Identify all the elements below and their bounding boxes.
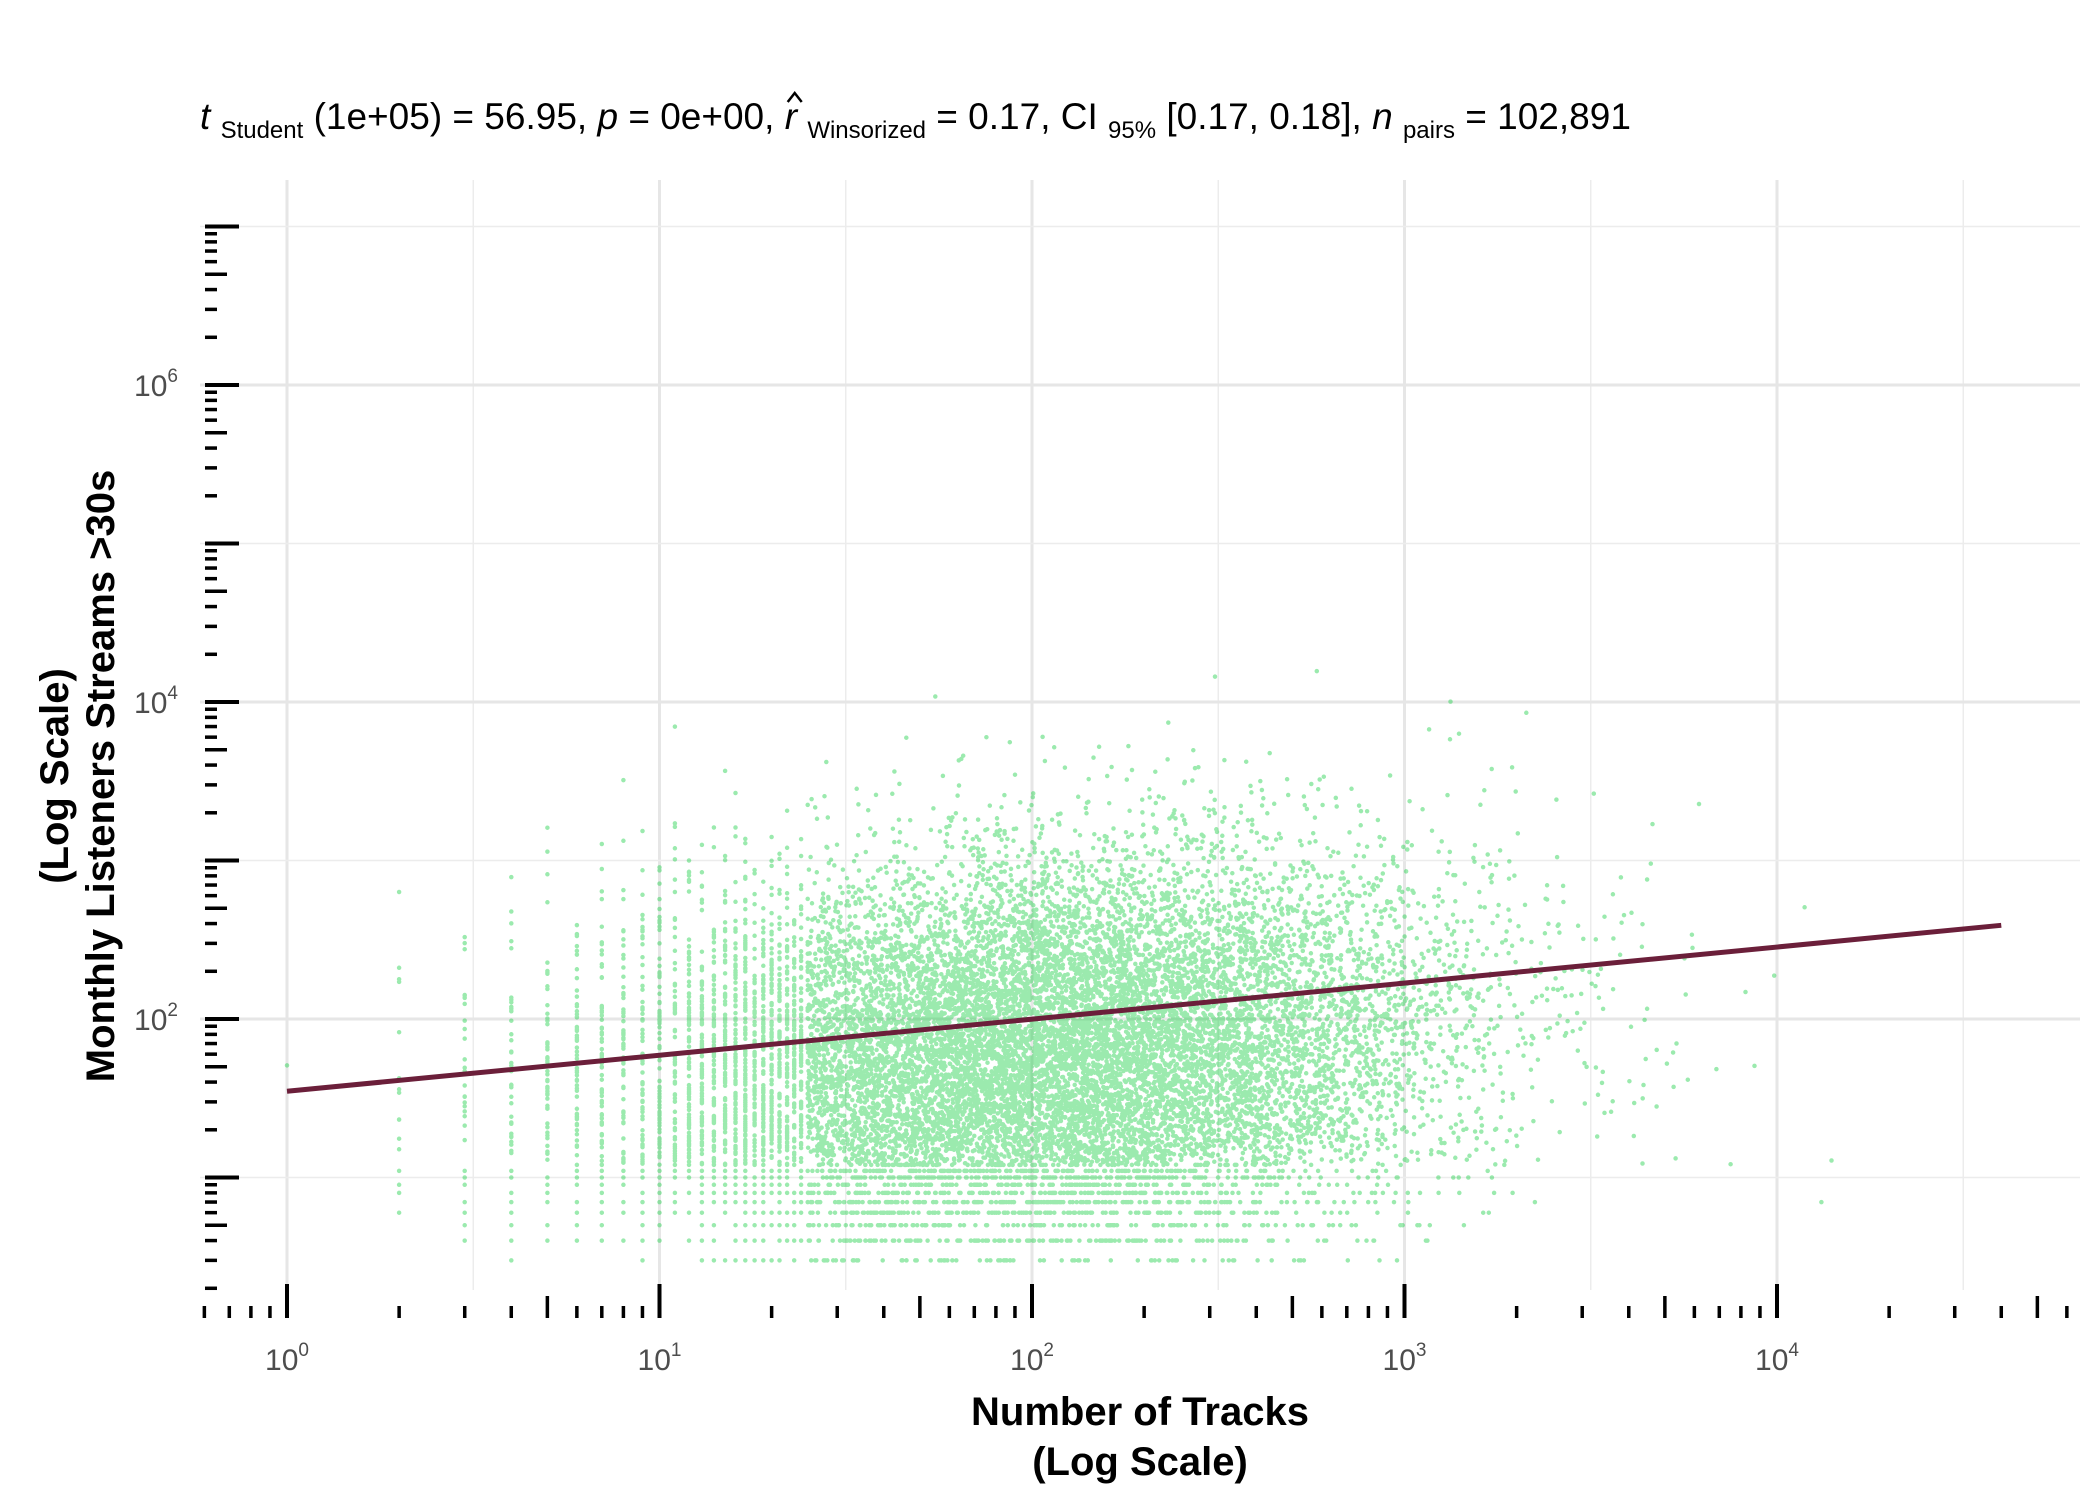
subtitle-t-sub: Student bbox=[221, 117, 304, 144]
y-tick-exponent: 6 bbox=[167, 366, 178, 387]
x-tick-base: 10 bbox=[1383, 1344, 1416, 1377]
subtitle-t-symbol: t bbox=[200, 96, 212, 137]
grid-lines bbox=[200, 180, 2080, 1290]
x-tick-label: 102 bbox=[1010, 1340, 1054, 1377]
x-tick-exponent: 1 bbox=[671, 1340, 682, 1361]
x-tick-label: 101 bbox=[638, 1340, 682, 1377]
y-tick-label: 102 bbox=[134, 1000, 178, 1037]
subtitle-r-text: = 0.17, CI bbox=[936, 96, 1097, 137]
x-tick-base: 10 bbox=[638, 1344, 671, 1377]
data-points bbox=[284, 668, 1834, 1263]
x-tick-base: 10 bbox=[265, 1344, 298, 1377]
x-tick-exponent: 0 bbox=[298, 1340, 309, 1361]
y-tick-base: 10 bbox=[134, 687, 167, 720]
chart-subtitle: t Student (1e+05) = 56.95, p = 0e+00, r … bbox=[200, 96, 1631, 146]
subtitle-r-hat bbox=[786, 90, 803, 103]
x-tick-exponent: 3 bbox=[1416, 1340, 1427, 1361]
subtitle-p-text: = 0e+00, bbox=[628, 96, 784, 137]
subtitle-t-text: (1e+05) = 56.95, bbox=[314, 96, 598, 137]
scatter-points bbox=[284, 668, 1834, 1263]
subtitle-r-sub: Winsorized bbox=[807, 117, 926, 144]
subtitle-r-symbol: r bbox=[785, 96, 799, 137]
y-tick-base: 10 bbox=[134, 370, 167, 403]
subtitle-n-sub: pairs bbox=[1403, 117, 1455, 144]
x-tick-label: 103 bbox=[1383, 1340, 1427, 1377]
x-tick-label: 100 bbox=[265, 1340, 309, 1377]
subtitle-n-symbol: n bbox=[1372, 96, 1393, 137]
x-axis-tick-labels: 100 101 102 103 104 bbox=[265, 1340, 1799, 1377]
x-tick-base: 10 bbox=[1755, 1344, 1788, 1377]
x-tick-exponent: 4 bbox=[1788, 1340, 1799, 1361]
y-tick-label: 106 bbox=[134, 366, 178, 403]
x-tick-label: 104 bbox=[1755, 1340, 1799, 1377]
x-axis-title-line1: Number of Tracks bbox=[971, 1390, 1309, 1434]
y-tick-label: 104 bbox=[134, 683, 178, 720]
y-tick-base: 10 bbox=[134, 1004, 167, 1037]
subtitle-n-text: = 102,891 bbox=[1465, 96, 1631, 137]
y-axis-title-line2: Monthly Listeners Streams >30s bbox=[79, 470, 123, 1082]
x-axis-title-line2: (Log Scale) bbox=[1032, 1440, 1248, 1484]
subtitle-ci-sub: 95% bbox=[1108, 117, 1156, 144]
subtitle-p-symbol: p bbox=[596, 96, 618, 137]
y-tick-exponent: 4 bbox=[167, 683, 178, 704]
regression-line bbox=[286, 922, 2002, 1094]
x-tick-exponent: 2 bbox=[1043, 1340, 1054, 1361]
axis-log-ticks bbox=[202, 224, 2069, 1318]
x-tick-base: 10 bbox=[1010, 1344, 1043, 1377]
y-axis-title-line1: (Log Scale) bbox=[33, 668, 77, 884]
subtitle-ci-text: [0.17, 0.18], bbox=[1166, 96, 1372, 137]
y-tick-exponent: 2 bbox=[167, 1000, 178, 1021]
regression-line-group bbox=[286, 922, 2002, 1094]
